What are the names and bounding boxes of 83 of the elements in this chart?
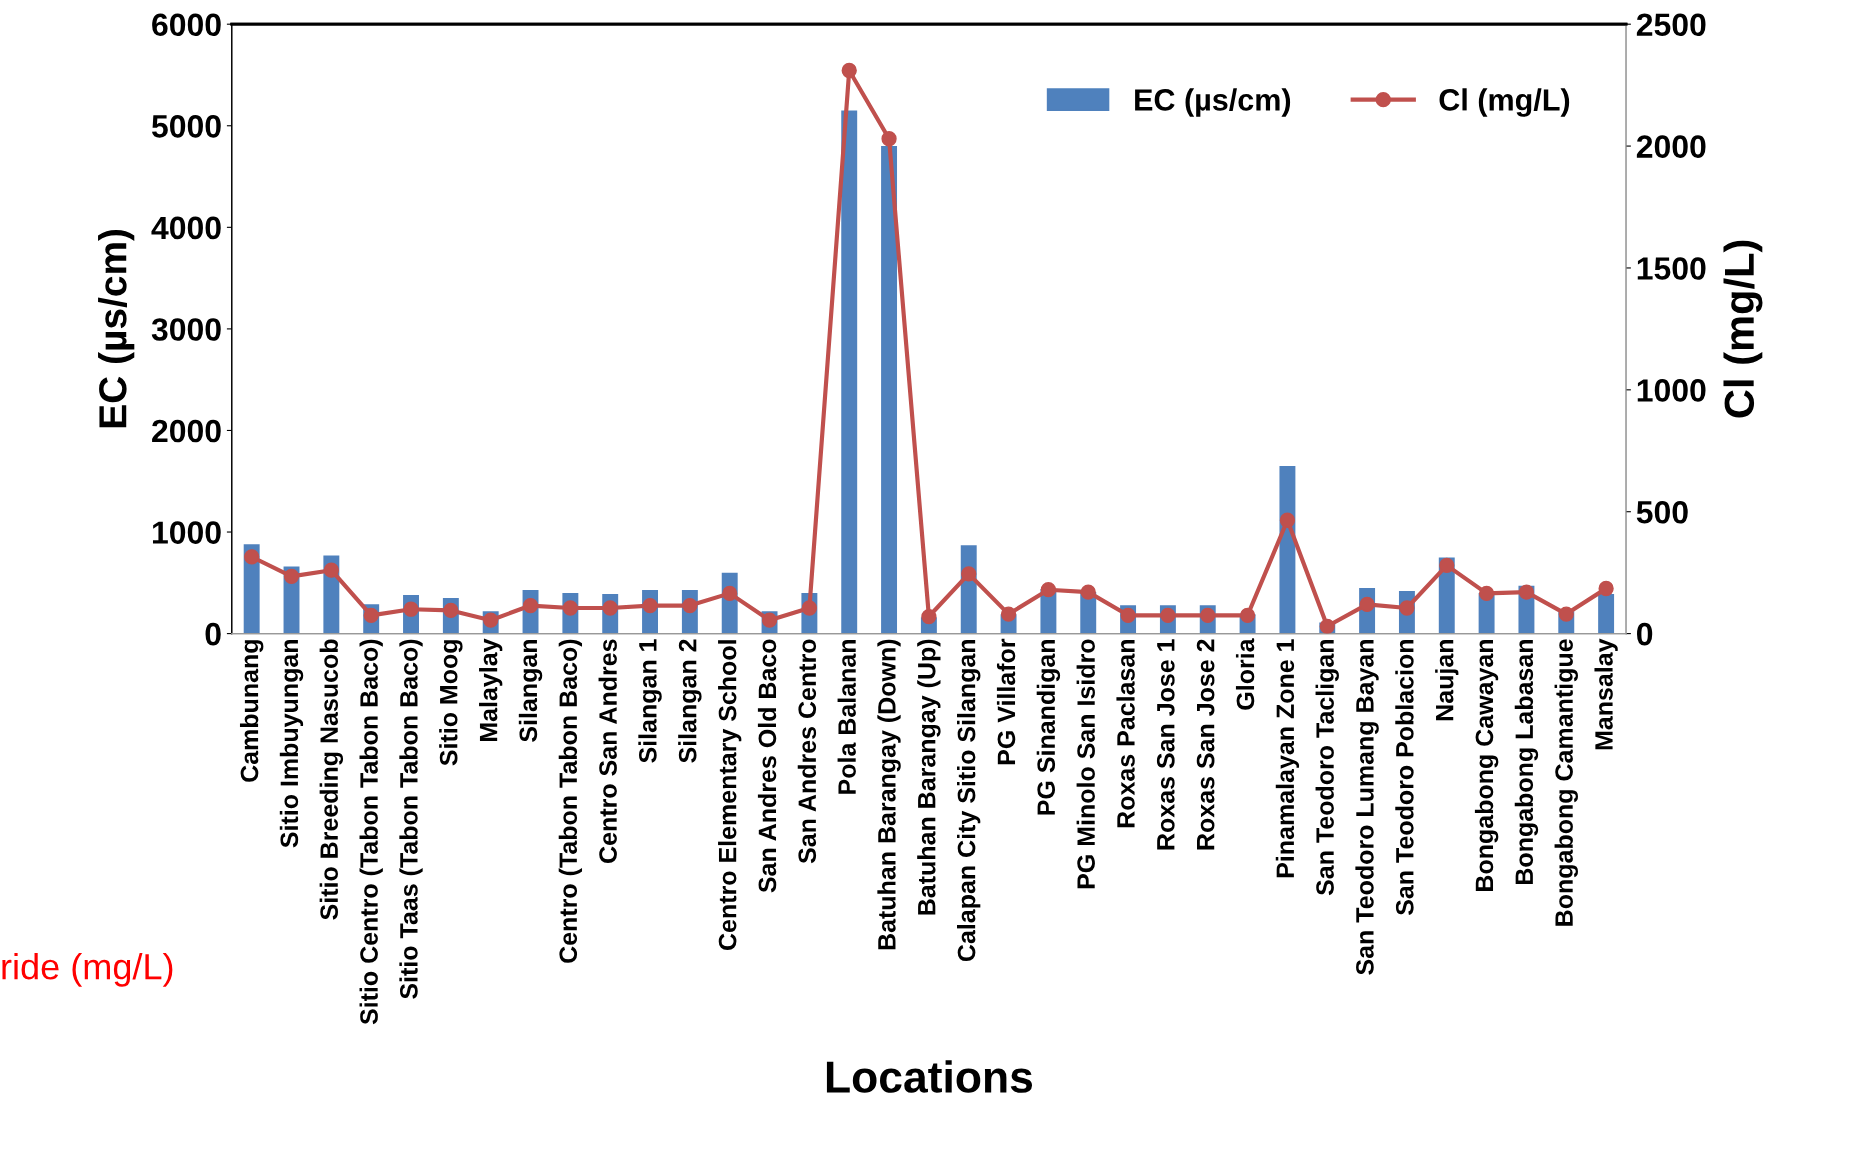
x-tick-label: Sitio Breeding Nasucob [319, 639, 344, 920]
text: ride (mg/L) [2, 953, 173, 987]
x-tick-label: San Teodoro Poblacion [1395, 639, 1414, 916]
x-tick-label: Sitio Imbuyungan [279, 640, 304, 848]
x-tick-label: San Andres Centro [797, 639, 817, 864]
point [1518, 584, 1535, 600]
point [961, 566, 977, 582]
point [722, 585, 738, 602]
y2-tick-label: 2500 [1636, 13, 1706, 37]
x-tick-label: Roxas San Jose 2 [1196, 639, 1215, 850]
x-tick-label: Silangan 1 [638, 639, 662, 763]
point [801, 600, 818, 616]
x-tick-label: Gloria [1235, 638, 1255, 710]
y2-tick-label: 1500 [1637, 257, 1706, 280]
x-tick-label: San Teodoro Lumang Bayan [1355, 639, 1379, 975]
y-tick-label: 6000 [152, 13, 221, 37]
x-tick-label: Centro (Tabon Tabon Baco) [558, 639, 583, 963]
point [921, 608, 937, 625]
point [682, 597, 698, 614]
bar [1598, 593, 1615, 634]
x-tick-label: San Andres Old Baco [757, 639, 777, 893]
x-tick-label: Sitio Taas (Tabon Tabon Baco) [399, 639, 423, 999]
x-tick-label: Bongabong Cawayan [1474, 639, 1499, 891]
point [1040, 582, 1057, 598]
x-tick-label: Malaylay [479, 638, 503, 742]
point [881, 131, 897, 147]
bar [881, 146, 898, 634]
point [323, 562, 339, 578]
y-axis-title: EC (µs/cm) [98, 229, 135, 428]
x-tick-label: Calapan City Sitio Silangan [957, 639, 981, 962]
point [1279, 512, 1296, 528]
point [443, 602, 459, 619]
point [1319, 618, 1335, 634]
x-tick-label: Roxas Paclasan [1116, 640, 1135, 828]
point [562, 600, 579, 616]
x-tick-label: Roxas San Jose 1 [1156, 639, 1175, 850]
point [1239, 607, 1256, 623]
x-tick-label: Bongabong Camantigue [1554, 639, 1578, 926]
x-tick-label: Bongabong Labasan [1514, 639, 1539, 884]
point [1478, 585, 1495, 602]
y-tick-label: 2000 [152, 419, 221, 443]
point [1598, 580, 1614, 597]
y2-tick-label: 0 [1637, 622, 1653, 646]
x-tick-label: PG Sinandigan [1036, 640, 1061, 815]
x-tick-label: PG Villafor [996, 638, 1016, 765]
x-tick-label: Mansalay [1594, 638, 1618, 750]
x-tick-label: Sitio Centro (Tabon Tabon Baco) [359, 639, 383, 1025]
y2-axis-title: Cl (mg/L) [1723, 240, 1763, 418]
x-tick-label: PG Minolo San Isidro [1076, 639, 1095, 889]
bar [841, 110, 858, 634]
x-tick-label: Cambunang [239, 640, 264, 782]
x-tick-label: Silangan [518, 640, 543, 742]
y-tick-label: 4000 [151, 216, 221, 240]
y2-tick-label: 1000 [1637, 379, 1706, 402]
y-tick-label: 0 [205, 622, 221, 646]
x-tick-label: Sitio Moog [439, 640, 463, 766]
point [244, 549, 260, 565]
y2-tick-label: 2000 [1636, 135, 1706, 158]
x-tick-label: Centro Elementary School [718, 640, 742, 950]
x-tick-label: Batuhan Barangay (Down) [877, 639, 901, 950]
x-tick-label: Silangan 2 [678, 639, 702, 763]
legend-label: Cl (mg/L) [1439, 88, 1570, 117]
y2-tick-label: 500 [1636, 500, 1688, 524]
legend-label: EC (µs/cm) [1135, 88, 1291, 117]
point [283, 568, 300, 584]
point [1000, 606, 1017, 622]
y-tick-label: 1000 [152, 521, 221, 544]
point [761, 612, 778, 628]
point [403, 601, 419, 617]
x-tick-label: Naujan [1435, 640, 1459, 721]
point [1439, 557, 1455, 573]
point [841, 62, 857, 79]
point [1080, 584, 1096, 600]
x-tick-label: San Teodoro Tacligan [1315, 639, 1339, 896]
point [642, 597, 658, 614]
x-tick-label: Batuhan Barangay (Up) [917, 639, 941, 915]
x-tick-label: Centro San Andres [598, 639, 617, 863]
y-tick-label: 5000 [151, 115, 221, 138]
y-tick-label: 3000 [151, 318, 221, 341]
x-tick-label: Pinamalayan Zone 1 [1275, 639, 1300, 878]
x-axis-title: Locations [826, 1060, 1033, 1093]
point [522, 597, 539, 614]
x-tick-label: Pola Balanan [837, 640, 856, 794]
